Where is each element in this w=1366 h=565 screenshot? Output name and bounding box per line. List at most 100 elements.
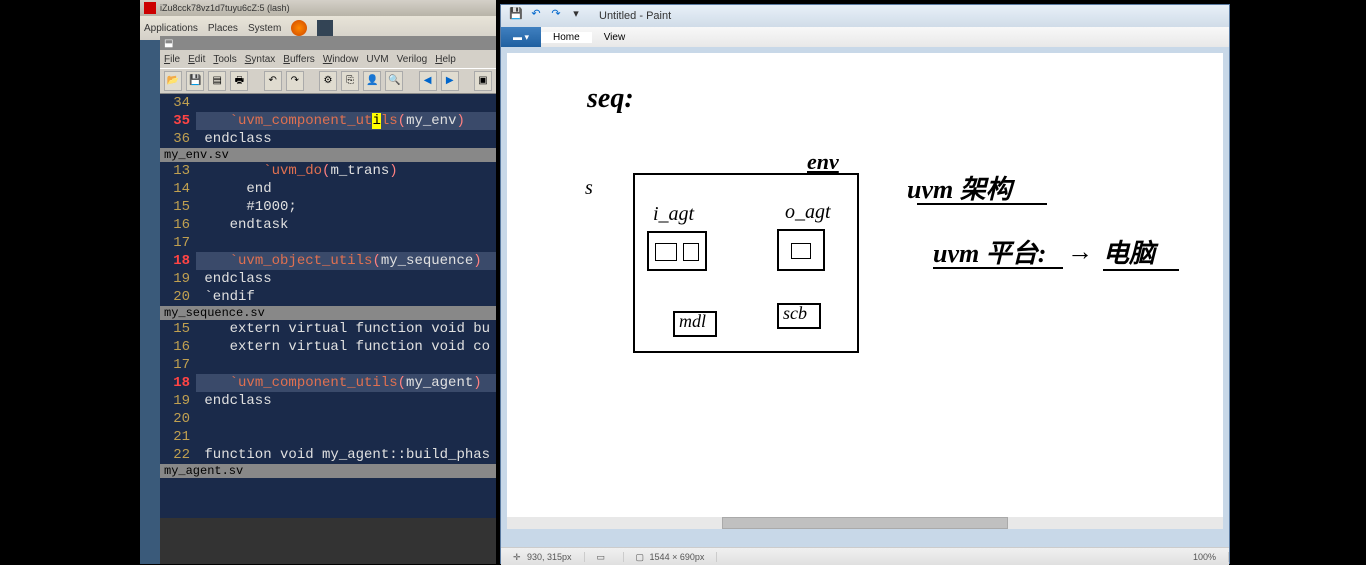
- file-header-3[interactable]: my_agent.sv: [160, 464, 496, 478]
- line-num: 15: [160, 320, 196, 338]
- fwd-btn[interactable]: ▶: [441, 71, 459, 91]
- line-num: 21: [160, 428, 196, 446]
- menu-buffers[interactable]: Buffers: [283, 54, 315, 65]
- open-btn[interactable]: 📂: [164, 71, 182, 91]
- code-line: endclass: [196, 270, 496, 288]
- line-num: 20: [160, 410, 196, 428]
- tool-btn-5[interactable]: ▣: [474, 71, 492, 91]
- tool-btn-2[interactable]: ⎘: [341, 71, 359, 91]
- editor-menubar[interactable]: File Edit Tools Syntax Buffers Window UV…: [160, 50, 496, 68]
- code-line: #1000;: [196, 198, 496, 216]
- back-btn[interactable]: ◀: [419, 71, 437, 91]
- cursor-coords: ✛930, 315px: [501, 552, 585, 562]
- vm-titlebar: iZu8cck78vz1d7tuyu6cZ:5 (lash): [140, 0, 496, 16]
- iagt-box: [647, 231, 707, 271]
- save-btn[interactable]: 💾: [186, 71, 204, 91]
- canvas-size: ▢1544 × 690px: [624, 552, 718, 562]
- terminal-icon[interactable]: [317, 20, 333, 36]
- code-line: extern virtual function void co: [196, 338, 496, 356]
- tab-view[interactable]: View: [592, 32, 638, 43]
- tab-home[interactable]: Home: [541, 32, 592, 43]
- code-line: function void my_agent::build_phas: [196, 446, 496, 464]
- line-num: 15: [160, 198, 196, 216]
- line-num: 19: [160, 270, 196, 288]
- qat-dropdown-icon[interactable]: ▾: [567, 7, 585, 25]
- paint-title: Untitled - Paint: [599, 10, 671, 22]
- save-icon[interactable]: 💾: [507, 7, 525, 25]
- firefox-icon[interactable]: [291, 20, 307, 36]
- line-num: 18: [160, 374, 196, 392]
- editor-icon: ⬓: [164, 38, 173, 49]
- editor-titlebar[interactable]: ⬓: [160, 36, 496, 50]
- redo-btn[interactable]: ↷: [286, 71, 304, 91]
- paint-canvas[interactable]: seq: s env i_agt o_agt mdl scb uvm 架构 uv…: [507, 53, 1223, 529]
- menu-tools[interactable]: Tools: [213, 54, 236, 65]
- code-line: [196, 94, 496, 112]
- code-line: [196, 356, 496, 374]
- paint-menu-button[interactable]: ▬ ▾: [501, 27, 541, 47]
- paint-titlebar[interactable]: 💾 ↶ ↷ ▾ Untitled - Paint: [501, 5, 1229, 27]
- zoom-level: 100%: [1181, 552, 1229, 562]
- line-num: 17: [160, 234, 196, 252]
- hw-s: s: [585, 177, 593, 200]
- horizontal-scrollbar[interactable]: [507, 517, 1223, 529]
- undo-icon[interactable]: ↶: [527, 7, 545, 25]
- code-pane-3[interactable]: 15 extern virtual function void bu 16 ex…: [160, 320, 496, 464]
- saveall-btn[interactable]: ▤: [208, 71, 226, 91]
- hw-scb: scb: [783, 303, 807, 324]
- code-line: `endif: [196, 288, 496, 306]
- line-num: 17: [160, 356, 196, 374]
- code-line: extern virtual function void bu: [196, 320, 496, 338]
- hw-seq: seq:: [587, 83, 634, 115]
- editor-toolbar[interactable]: 📂 💾 ▤ 🖶 ↶ ↷ ⚙ ⎘ 👤 🔍 ◀ ▶ ▣: [160, 68, 496, 94]
- menu-window[interactable]: Window: [323, 54, 359, 65]
- vm-title: iZu8cck78vz1d7tuyu6cZ:5 (lash): [160, 3, 290, 13]
- line-num: 20: [160, 288, 196, 306]
- oagt-box: [777, 229, 825, 271]
- line-num: 14: [160, 180, 196, 198]
- menu-uvm[interactable]: UVM: [366, 54, 388, 65]
- hw-target: 电脑: [1103, 233, 1155, 270]
- canvas-icon: ▢: [636, 552, 646, 562]
- system-menu[interactable]: System: [248, 23, 281, 34]
- print-btn[interactable]: 🖶: [230, 71, 248, 91]
- menu-syntax[interactable]: Syntax: [245, 54, 276, 65]
- line-num: 34: [160, 94, 196, 112]
- tool-btn-1[interactable]: ⚙: [319, 71, 337, 91]
- hw-mdl: mdl: [679, 311, 706, 332]
- code-line: `uvm_component_utils(my_agent): [196, 374, 496, 392]
- underline-1: [917, 203, 1047, 205]
- applications-menu[interactable]: Applications: [144, 23, 198, 34]
- file-header-1[interactable]: my_env.sv: [160, 148, 496, 162]
- line-num: 13: [160, 162, 196, 180]
- code-line: [196, 428, 496, 446]
- editor-window: ⬓ File Edit Tools Syntax Buffers Window …: [160, 36, 496, 564]
- underline-2: [933, 267, 1063, 269]
- paint-window: 💾 ↶ ↷ ▾ Untitled - Paint ▬ ▾ Home View s…: [500, 4, 1230, 564]
- paint-canvas-area: seq: s env i_agt o_agt mdl scb uvm 架构 uv…: [501, 47, 1229, 547]
- paint-statusbar: ✛930, 315px ▭ ▢1544 × 690px 100%: [501, 547, 1229, 565]
- menu-edit[interactable]: Edit: [188, 54, 205, 65]
- vm-icon: [144, 2, 156, 14]
- redo-icon[interactable]: ↷: [547, 7, 565, 25]
- paint-ribbon[interactable]: ▬ ▾ Home View: [501, 27, 1229, 47]
- scrollbar-thumb[interactable]: [722, 517, 1008, 529]
- quick-access-toolbar[interactable]: 💾 ↶ ↷ ▾: [501, 7, 591, 25]
- tool-btn-3[interactable]: 👤: [363, 71, 381, 91]
- hw-oagt: o_agt: [785, 201, 831, 224]
- undo-btn[interactable]: ↶: [264, 71, 282, 91]
- menu-help[interactable]: Help: [435, 54, 456, 65]
- places-menu[interactable]: Places: [208, 23, 238, 34]
- crosshair-icon: ✛: [513, 552, 523, 562]
- menu-file[interactable]: File: [164, 54, 180, 65]
- code-pane-2[interactable]: 13 `uvm_do(m_trans) 14 end 15 #1000; 16 …: [160, 162, 496, 306]
- hw-uvm1: uvm 架构: [907, 169, 1012, 206]
- line-num: 35: [160, 112, 196, 130]
- menu-verilog[interactable]: Verilog: [397, 54, 428, 65]
- file-header-2[interactable]: my_sequence.sv: [160, 306, 496, 320]
- code-pane-1[interactable]: 34 35 `uvm_component_utils(my_env) 36 en…: [160, 94, 496, 148]
- code-line: `uvm_do(m_trans): [196, 162, 496, 180]
- tool-btn-4[interactable]: 🔍: [385, 71, 403, 91]
- hw-arrow: →: [1067, 237, 1093, 267]
- command-area[interactable]: [160, 478, 496, 518]
